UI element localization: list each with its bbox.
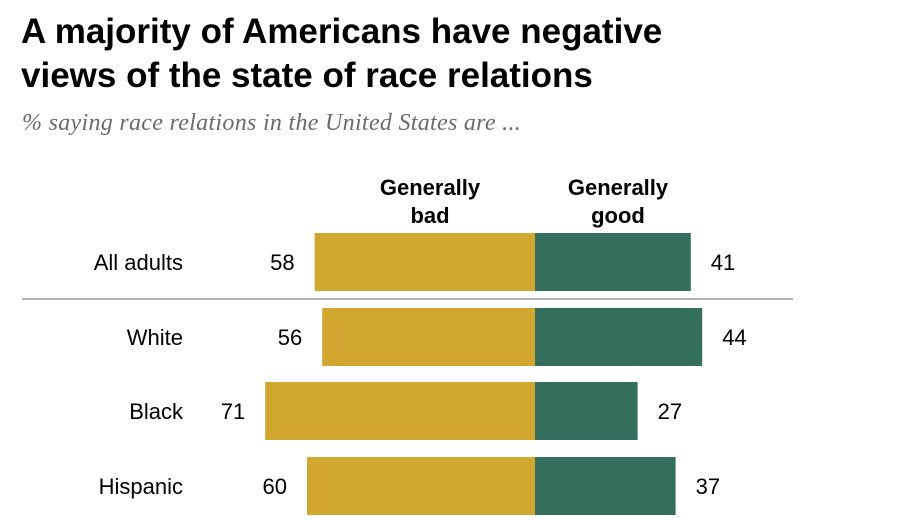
bar-good-white xyxy=(535,308,703,366)
bar-good-all-adults xyxy=(535,233,691,291)
bar-bad-black xyxy=(265,382,535,440)
value-label-bad-white: 56 xyxy=(278,325,302,350)
value-label-good-hispanic: 37 xyxy=(696,474,720,499)
category-label-white: White xyxy=(127,325,183,350)
bar-bad-hispanic xyxy=(307,457,535,515)
column-header-good-line-1: Generally xyxy=(567,175,669,200)
bar-good-hispanic xyxy=(535,457,676,515)
bar-bad-all-adults xyxy=(314,233,535,291)
value-label-good-white: 44 xyxy=(722,325,746,350)
value-label-bad-black: 71 xyxy=(221,399,245,424)
column-header-good-line-2: good xyxy=(591,203,645,228)
chart-title: A majority of Americans have negative vi… xyxy=(21,10,881,98)
category-label-black: Black xyxy=(129,399,184,424)
category-label-hispanic: Hispanic xyxy=(99,474,183,499)
chart-title-line-2: views of the state of race relations xyxy=(21,56,593,95)
column-header-bad-line-2: bad xyxy=(410,203,450,228)
category-label-all-adults: All adults xyxy=(94,250,183,275)
column-header-bad-line-1: Generally xyxy=(379,175,481,200)
bar-bad-white xyxy=(322,308,535,366)
value-label-good-all-adults: 41 xyxy=(711,250,735,275)
value-label-bad-all-adults: 58 xyxy=(270,250,294,275)
value-label-bad-hispanic: 60 xyxy=(263,474,287,499)
value-label-good-black: 27 xyxy=(658,399,682,424)
chart-subtitle: % saying race relations in the United St… xyxy=(22,110,522,136)
column-header-good: Generally good xyxy=(533,174,703,230)
column-header-bad: Generally bad xyxy=(345,174,515,230)
chart-title-line-1: A majority of Americans have negative xyxy=(21,12,663,51)
bar-good-black xyxy=(535,382,638,440)
